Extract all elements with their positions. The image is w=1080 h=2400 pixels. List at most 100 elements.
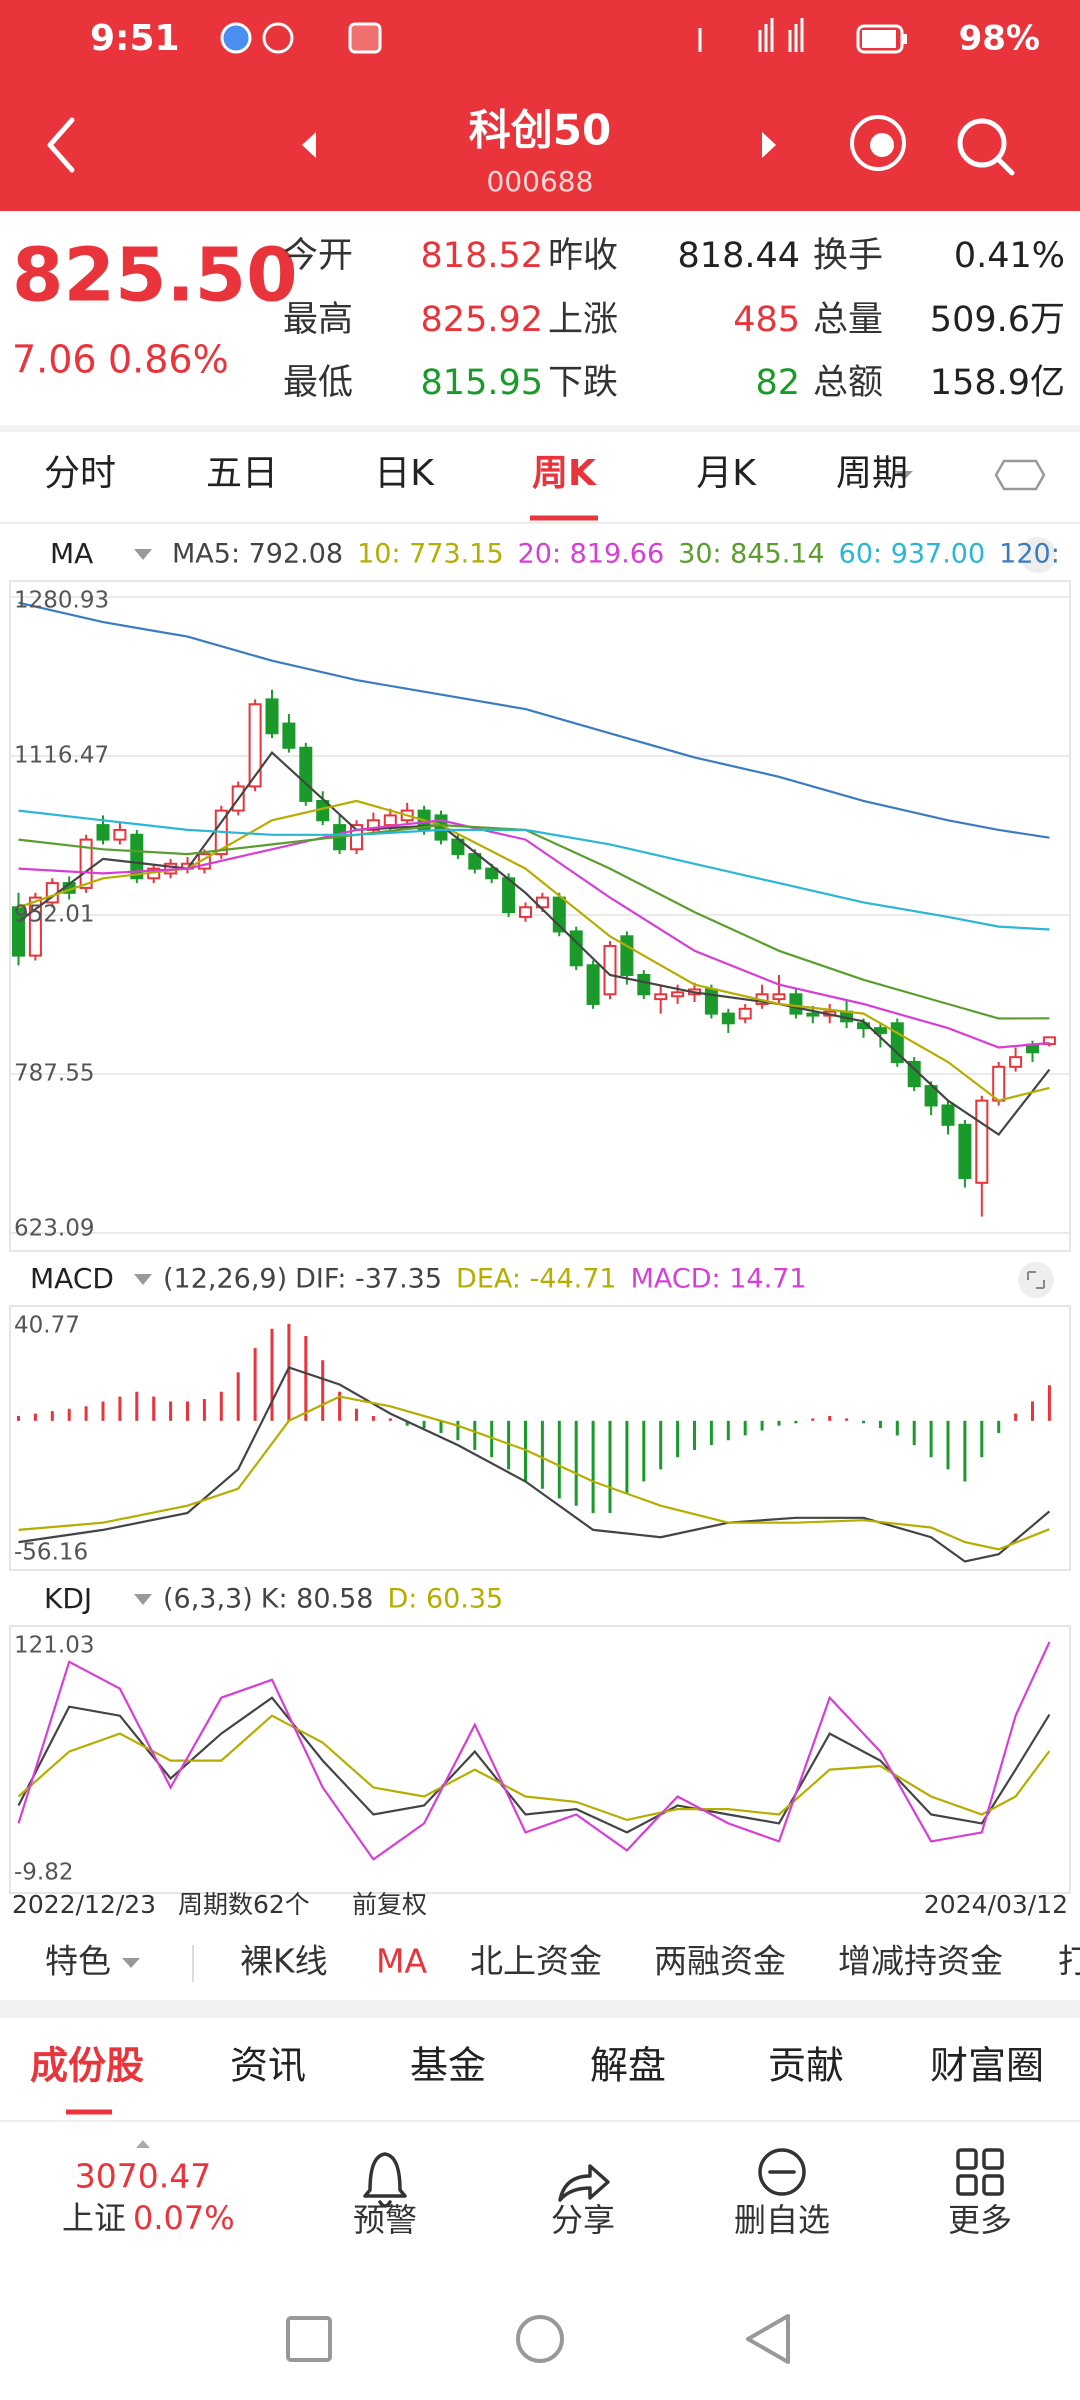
y-tick-label: 121.03 xyxy=(14,1633,94,1659)
more-icon[interactable] xyxy=(956,2148,978,2170)
bottom-tab[interactable]: 解盘 xyxy=(590,2044,666,2088)
macd-bar xyxy=(963,1420,967,1482)
nav-label[interactable]: 分享 xyxy=(551,2201,615,2239)
macd-bar xyxy=(507,1420,511,1470)
chart-frame xyxy=(9,1305,1071,1571)
macd-bar xyxy=(236,1372,240,1421)
macd-bar xyxy=(912,1420,916,1446)
bottom-tab[interactable]: 基金 xyxy=(410,2044,486,2088)
change-pct: 0.86% xyxy=(108,338,229,382)
indicator-name: MA xyxy=(50,537,93,570)
candle-body xyxy=(96,824,110,841)
y-tick-label: 1280.93 xyxy=(14,588,109,614)
nav-label[interactable]: 删自选 xyxy=(734,2201,830,2239)
macd-bar xyxy=(811,1418,815,1421)
macd-bar xyxy=(338,1391,342,1421)
quote-label: 总量 xyxy=(813,300,883,340)
chip-icon[interactable] xyxy=(1020,537,1056,573)
remove-icon[interactable] xyxy=(758,2148,806,2196)
y-tick-label: 623.09 xyxy=(14,1216,94,1242)
macd-bar xyxy=(845,1418,849,1421)
legend-entry: 30: 845.14 xyxy=(678,539,825,570)
index-name: 上证 xyxy=(62,2199,126,2237)
dropdown xyxy=(895,471,913,480)
indicator-line xyxy=(18,823,1050,1020)
candle-body xyxy=(637,973,651,996)
next-button[interactable] xyxy=(762,132,776,158)
candle-body xyxy=(671,991,685,998)
dropdown xyxy=(134,1274,152,1285)
candle-body xyxy=(569,930,583,967)
bottom-tab[interactable]: 财富圈 xyxy=(930,2044,1044,2088)
macd-bar xyxy=(659,1420,663,1470)
macd-bar xyxy=(67,1408,71,1421)
dropdown xyxy=(122,1958,140,1968)
expand-icon[interactable] xyxy=(1018,1262,1054,1298)
back-button[interactable] xyxy=(47,117,75,173)
search-button[interactable] xyxy=(957,118,1007,168)
quote-label: 最高 xyxy=(283,300,353,340)
chart xyxy=(17,1323,1051,1563)
tab[interactable]: 周期 xyxy=(836,453,908,494)
battery: 98% xyxy=(959,19,1040,59)
candle-body xyxy=(806,1012,820,1017)
tool[interactable]: 裸K线 xyxy=(240,1942,328,1981)
indicator-line xyxy=(17,1641,1051,1861)
macd-bar xyxy=(219,1391,223,1421)
tool[interactable]: 增减持资金 xyxy=(838,1942,1003,1981)
index-change: 0.07% xyxy=(133,2199,235,2237)
tool[interactable]: 两融资金 xyxy=(654,1942,786,1981)
nav-label[interactable]: 预警 xyxy=(353,2201,417,2239)
prev-button[interactable] xyxy=(302,132,316,158)
header-bg xyxy=(0,0,1080,211)
tab[interactable]: 日K xyxy=(374,453,435,494)
quote-label: 下跌 xyxy=(548,363,618,403)
y-tick-label: -56.16 xyxy=(14,1540,88,1566)
y-tick-label: 40.77 xyxy=(14,1313,80,1339)
tab[interactable]: 五日 xyxy=(206,453,278,494)
tool[interactable]: 北上资金 xyxy=(470,1942,602,1981)
indicator-line xyxy=(18,1366,1051,1563)
indicator-name: KDJ xyxy=(44,1582,92,1615)
tool[interactable]: 打 xyxy=(1058,1942,1080,1981)
candle-body xyxy=(113,828,127,841)
macd-bar xyxy=(152,1396,156,1421)
macd-bar xyxy=(304,1335,308,1421)
bottom-tab[interactable]: 成份股 xyxy=(30,2044,144,2088)
macd-bar xyxy=(270,1328,274,1421)
tab[interactable]: 周K xyxy=(532,453,597,494)
macd-bar xyxy=(118,1396,122,1421)
quote-value: 509.6万 xyxy=(930,300,1065,340)
alert-icon[interactable] xyxy=(363,2152,407,2208)
nav-label[interactable]: 更多 xyxy=(948,2201,1012,2239)
macd-bar xyxy=(50,1411,54,1421)
back-nav-button[interactable] xyxy=(746,2314,790,2364)
recents-button[interactable] xyxy=(286,2316,332,2362)
macd-bar xyxy=(878,1420,882,1429)
macd-bar xyxy=(997,1420,1001,1433)
share-icon[interactable] xyxy=(558,2164,610,2202)
candle-body xyxy=(890,1022,904,1063)
macd-bar xyxy=(642,1420,646,1482)
code: 000688 xyxy=(487,165,594,198)
divider xyxy=(0,522,1080,524)
tab[interactable]: 月K xyxy=(696,453,757,494)
home-button[interactable] xyxy=(516,2315,564,2363)
indicator-line xyxy=(18,799,1050,1102)
bottom-tab[interactable]: 资讯 xyxy=(230,2044,306,2088)
tab[interactable]: 分时 xyxy=(44,453,116,494)
candle-body xyxy=(789,993,803,1015)
macd-bar xyxy=(371,1415,375,1421)
candle-body xyxy=(552,896,566,933)
candle-body xyxy=(992,1065,1006,1102)
macd-bar xyxy=(557,1420,561,1499)
tool[interactable]: MA xyxy=(376,1942,427,1981)
settings-button[interactable] xyxy=(994,459,1046,491)
candle-body xyxy=(975,1099,989,1184)
candle-body xyxy=(28,896,42,957)
tool[interactable]: 特色 xyxy=(45,1942,111,1981)
candle-body xyxy=(282,722,296,749)
candle-body xyxy=(130,833,144,880)
bottom-tab[interactable]: 贡献 xyxy=(768,2044,844,2088)
